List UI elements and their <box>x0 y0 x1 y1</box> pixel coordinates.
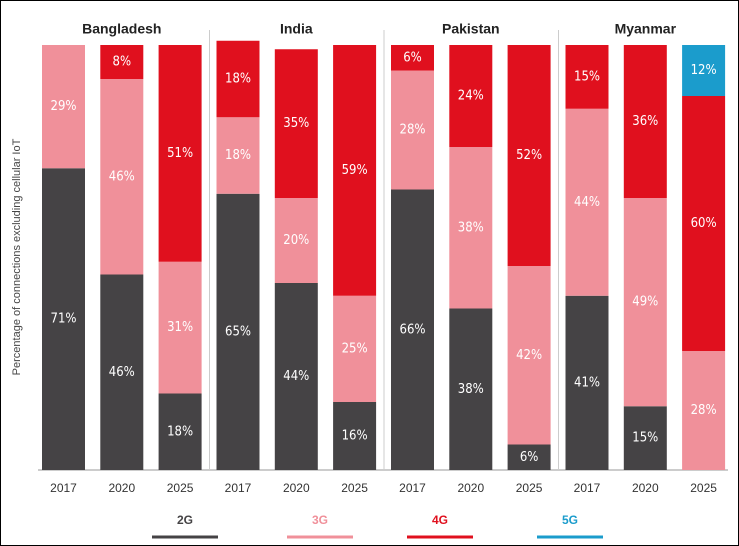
bar-segment <box>682 45 726 96</box>
bar-segment <box>158 45 202 262</box>
data-label: 18% <box>225 148 251 163</box>
data-label: 31% <box>167 320 193 335</box>
bar-segment <box>682 351 726 470</box>
data-label: 35% <box>283 116 309 131</box>
bar-segment <box>565 45 609 109</box>
bar-segment <box>682 96 726 351</box>
bar-segment <box>507 266 551 445</box>
data-label: 16% <box>342 429 368 444</box>
data-label: 65% <box>225 324 251 339</box>
panel-title: India <box>280 21 313 37</box>
data-label: 29% <box>51 99 77 114</box>
bar-segment <box>623 406 667 470</box>
bar-segment <box>333 45 377 296</box>
bar-segment <box>623 45 667 198</box>
data-label: 6% <box>520 450 539 465</box>
x-tick-label: 2017 <box>399 481 426 495</box>
bar-segment <box>391 70 434 190</box>
bar-segment <box>507 45 551 266</box>
x-tick-label: 2025 <box>516 481 543 495</box>
data-label: 44% <box>283 369 309 384</box>
data-label: 66% <box>400 322 426 337</box>
data-label: 38% <box>458 382 484 397</box>
bar-segment <box>100 45 144 79</box>
x-tick-label: 2020 <box>283 481 310 495</box>
y-axis-label: Percentage of connections excluding cell… <box>11 138 23 375</box>
bar-segment <box>333 402 377 470</box>
x-tick-label: 2025 <box>167 481 194 495</box>
data-label: 44% <box>574 195 600 210</box>
bar-segment <box>216 40 260 118</box>
bar-segment <box>333 295 377 402</box>
data-label: 20% <box>283 233 309 248</box>
bar-segment <box>100 79 144 275</box>
data-label: 41% <box>574 375 600 390</box>
bar-segment <box>274 49 318 198</box>
bar-segment <box>507 444 551 470</box>
x-tick-label: 2017 <box>50 481 77 495</box>
bar-segment <box>565 295 609 470</box>
bar-segment <box>158 393 202 470</box>
data-label: 38% <box>458 220 484 235</box>
bar-segment <box>42 45 85 169</box>
x-tick-label: 2017 <box>225 481 252 495</box>
bar-segment <box>42 168 85 470</box>
bar-segment <box>449 308 493 470</box>
bar-segment <box>449 147 493 309</box>
data-label: 12% <box>691 63 717 78</box>
data-label: 15% <box>574 69 600 84</box>
x-tick-label: 2017 <box>574 481 601 495</box>
data-label: 46% <box>109 365 135 380</box>
data-label: 15% <box>632 431 658 446</box>
data-label: 52% <box>516 148 542 163</box>
data-label: 51% <box>167 146 193 161</box>
x-tick-label: 2025 <box>690 481 717 495</box>
bar-segment <box>391 45 434 71</box>
panel-title: Pakistan <box>442 21 500 37</box>
bar-segment <box>449 45 493 147</box>
data-label: 18% <box>167 424 193 439</box>
data-label: 71% <box>51 312 77 327</box>
x-tick-label: 2020 <box>108 481 135 495</box>
data-label: 25% <box>342 341 368 356</box>
data-label: 49% <box>632 295 658 310</box>
data-label: 60% <box>691 216 717 231</box>
x-tick-label: 2020 <box>632 481 659 495</box>
bar-segment <box>274 198 318 283</box>
bar-segment <box>158 261 202 394</box>
data-label: 8% <box>113 55 132 70</box>
x-tick-label: 2025 <box>341 481 368 495</box>
data-label: 28% <box>400 123 426 138</box>
bar-segment <box>100 274 144 470</box>
legend-label: 4G <box>432 513 448 527</box>
data-label: 24% <box>458 89 484 104</box>
panel-title: Myanmar <box>615 21 677 37</box>
data-label: 6% <box>403 50 422 65</box>
data-label: 28% <box>691 403 717 418</box>
data-label: 59% <box>342 163 368 178</box>
bar-segment <box>274 283 318 470</box>
bar-segment <box>216 117 260 194</box>
bar-segment <box>216 193 260 470</box>
legend-label: 3G <box>312 513 328 527</box>
data-label: 42% <box>516 348 542 363</box>
bar-segment <box>391 189 434 470</box>
data-label: 46% <box>109 169 135 184</box>
data-label: 36% <box>632 114 658 129</box>
bar-segment <box>623 198 667 407</box>
legend-label: 2G <box>177 513 193 527</box>
panel-title: Bangladesh <box>82 21 161 37</box>
data-label: 18% <box>225 72 251 87</box>
bar-segment <box>565 108 609 296</box>
x-tick-label: 2020 <box>457 481 484 495</box>
legend-label: 5G <box>562 513 578 527</box>
